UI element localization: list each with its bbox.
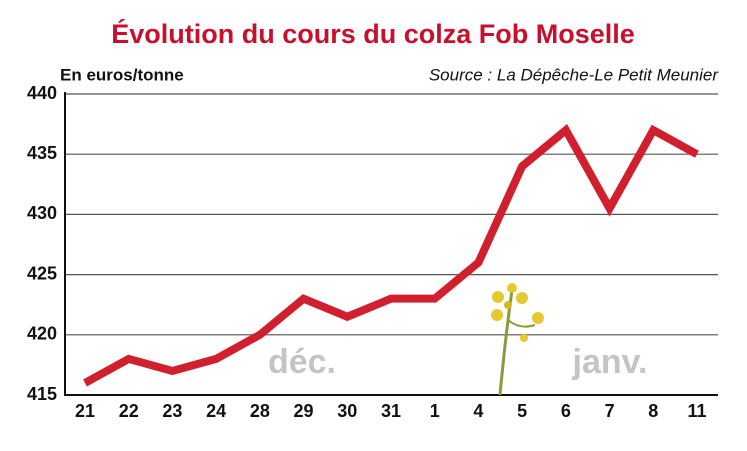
flower-illustration — [491, 283, 544, 396]
x-tick-label: 11 — [687, 401, 706, 421]
annotation: déc. — [268, 343, 336, 381]
x-tick-label: 4 — [473, 401, 483, 421]
x-tick-label: 6 — [561, 401, 571, 421]
x-tick-label: 1 — [430, 401, 440, 421]
y-tick-label: 415 — [27, 384, 57, 404]
y-tick-label: 425 — [27, 263, 57, 283]
x-tick-label: 21 — [75, 401, 95, 421]
x-tick-label: 29 — [294, 401, 314, 421]
y-tick-label: 420 — [27, 324, 57, 344]
annotation: janv. — [572, 343, 648, 381]
x-tick-label: 31 — [381, 401, 401, 421]
x-tick-label: 24 — [206, 401, 226, 421]
y-tick-label: 440 — [27, 83, 57, 103]
y-axis-label: En euros/tonne — [60, 65, 184, 84]
x-tick-label: 5 — [517, 401, 527, 421]
y-tick-label: 435 — [27, 143, 57, 163]
x-tick-label: 22 — [119, 401, 139, 421]
x-tick-label: 23 — [162, 401, 182, 421]
x-tick-label: 8 — [648, 401, 658, 421]
source: Source : La Dépêche-Le Petit Meunier — [429, 65, 720, 84]
x-tick-label: 7 — [605, 401, 615, 421]
data-line — [83, 123, 699, 387]
x-tick-label: 30 — [337, 401, 357, 421]
y-tick-label: 430 — [27, 203, 57, 223]
x-tick-label: 28 — [250, 401, 270, 421]
chart-title: Évolution du cours du colza Fob Moselle — [111, 18, 635, 49]
